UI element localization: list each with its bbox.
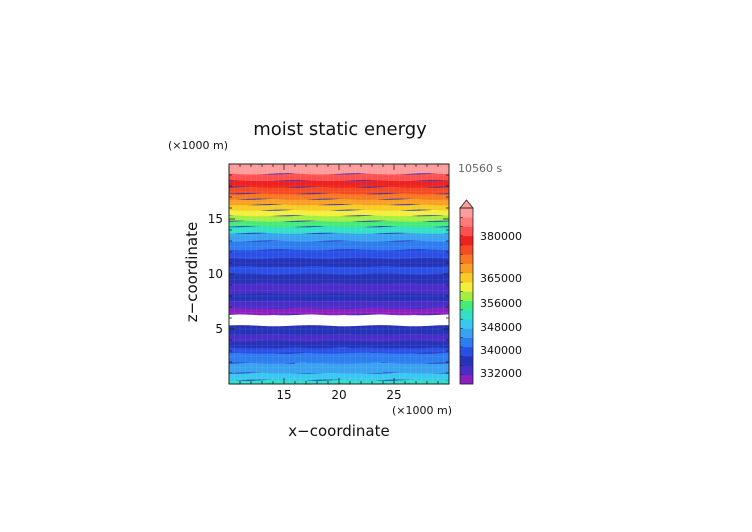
contour-band	[229, 258, 449, 267]
contour-band	[229, 314, 449, 327]
colorbar-swatch	[460, 328, 473, 338]
contour-band	[229, 282, 449, 295]
colorbar-swatch	[460, 337, 473, 348]
contour-band	[229, 273, 449, 284]
colorbar-swatch	[460, 272, 473, 283]
colorbar-label: 365000	[480, 272, 522, 285]
colorbar-swatch	[460, 245, 473, 255]
colorbar-swatch	[460, 300, 473, 311]
contour-band	[229, 226, 449, 234]
contour-band	[229, 293, 449, 301]
colorbar-swatch	[460, 356, 473, 366]
colorbar-swatch	[460, 254, 473, 264]
colorbar-swatch	[460, 374, 473, 385]
colorbar-label: 380000	[480, 230, 522, 243]
x-axis-label: x−coordinate	[288, 422, 389, 440]
colorbar-swatch	[460, 319, 473, 329]
x-tick-label: 25	[386, 388, 401, 402]
x-unit-label: (×1000 m)	[392, 404, 452, 417]
contour-band	[229, 198, 449, 206]
colorbar-swatch	[460, 235, 473, 246]
colorbar-label: 340000	[480, 344, 522, 357]
contour-band	[229, 328, 449, 336]
colorbar-swatch	[460, 208, 473, 218]
contour-band	[229, 333, 449, 342]
colorbar-swatch	[460, 263, 473, 274]
contour-band	[229, 209, 449, 217]
time-label: 10560 s	[458, 162, 502, 175]
colorbar: 380000 365000 356000 348000 340000 332000	[459, 199, 522, 385]
contour-band	[229, 215, 449, 222]
colorbar-frame	[459, 207, 474, 385]
colorbar-swatch	[460, 291, 473, 301]
contour-band	[229, 232, 449, 242]
colorbar-label: 356000	[480, 297, 522, 310]
plot-area	[228, 163, 450, 385]
colorbar-swatch	[460, 346, 473, 357]
axis-ticks: 15 20 25 5 10 15	[208, 163, 450, 402]
contour-band	[229, 193, 449, 200]
y-tick-label: 10	[208, 267, 223, 281]
contour-band	[229, 173, 449, 182]
colorbar-label: 348000	[480, 321, 522, 334]
colorbar-swatch	[460, 226, 473, 237]
contour-band	[229, 186, 449, 195]
colorbar-swatch	[460, 282, 473, 292]
contour-band	[229, 220, 449, 228]
contour-band	[229, 299, 449, 309]
y-tick-label: 5	[215, 322, 223, 336]
x-tick-label: 15	[276, 388, 291, 402]
chart-title: moist static energy	[253, 119, 427, 140]
colorbar-label: 332000	[480, 367, 522, 380]
contour-band	[229, 240, 449, 251]
contour-band	[229, 204, 449, 211]
colorbar-swatch	[460, 365, 473, 376]
y-tick-label: 15	[208, 212, 223, 226]
x-tick-label: 20	[331, 388, 346, 402]
contour-band	[229, 347, 449, 354]
colorbar-swatch	[460, 309, 473, 320]
contour-band	[229, 249, 449, 260]
y-unit-label: (×1000 m)	[168, 139, 228, 152]
contour-band	[229, 265, 449, 275]
contour-band	[229, 340, 449, 349]
contour-band	[229, 179, 449, 188]
colorbar-extend	[459, 199, 474, 209]
contour-band	[229, 325, 449, 330]
colorbar-swatch	[460, 217, 473, 227]
y-axis-label: z−coordinate	[183, 222, 201, 322]
contour-band	[229, 307, 449, 316]
